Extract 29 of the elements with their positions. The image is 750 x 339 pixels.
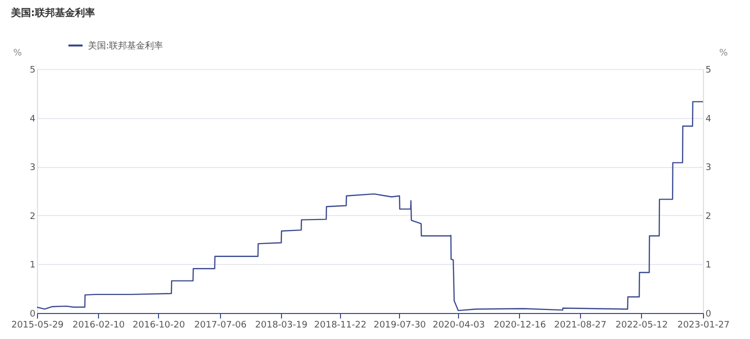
y2-tick-label: 5 <box>706 66 712 76</box>
x-tick-label: 2022-05-12 <box>616 320 668 330</box>
x-tick-label: 2020-04-03 <box>432 320 485 330</box>
y2-tick-label: 3 <box>706 163 712 174</box>
x-tick-label: 2018-11-22 <box>314 320 366 330</box>
y-tick-label: 1 <box>30 260 36 271</box>
y-tick-label: 0 <box>30 310 36 320</box>
x-tick-label: 2016-10-20 <box>132 320 186 330</box>
y-axis-title: % <box>13 48 22 58</box>
x-tick-label: 2021-08-27 <box>554 320 606 330</box>
x-tick-label: 2019-07-30 <box>374 320 426 330</box>
x-tick-label: 2016-02-10 <box>72 320 126 330</box>
y-tick-label: 4 <box>30 114 36 124</box>
y-tick-label: 3 <box>30 163 36 174</box>
y-tick-label: 2 <box>30 212 36 222</box>
x-tick-label: 2023-01-27 <box>677 320 730 330</box>
legend-label: 美国:联邦基金利率 <box>88 40 164 52</box>
y2-tick-label: 1 <box>706 260 712 271</box>
y2-axis-title: % <box>719 48 728 58</box>
chart-title: 美国:联邦基金利率 <box>10 7 95 19</box>
y2-tick-label: 4 <box>706 114 712 124</box>
y-tick-label: 5 <box>30 66 36 76</box>
x-tick-label: 2017-07-06 <box>194 320 247 330</box>
y2-tick-label: 2 <box>706 212 712 222</box>
y2-tick-label: 0 <box>706 310 712 320</box>
line-series <box>36 101 704 312</box>
x-tick-label: 2020-12-16 <box>494 320 546 330</box>
x-tick-label: 2018-03-19 <box>255 320 308 330</box>
x-tick-label: 2015-05-29 <box>11 320 64 330</box>
